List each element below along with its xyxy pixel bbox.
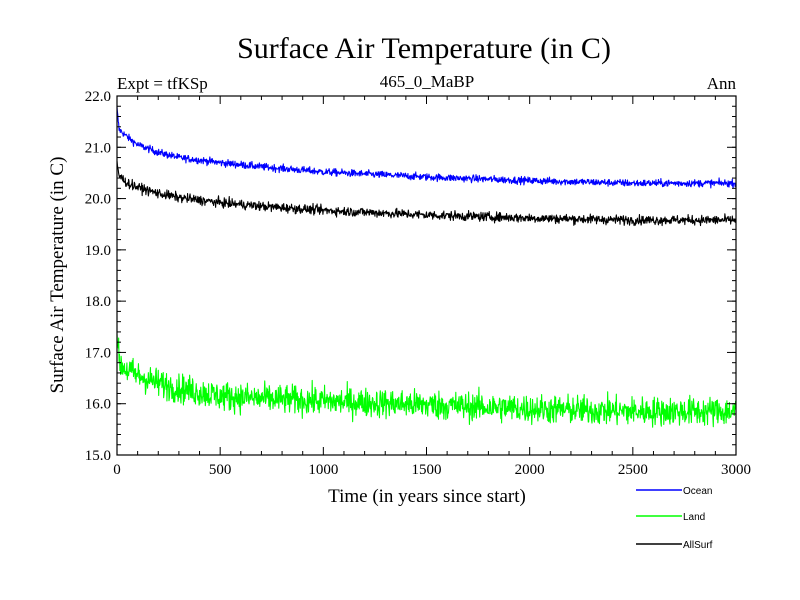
plot-area: 0 500 1000 1500 2000 2500 3000 15.0 16.0 17.0 18.… bbox=[85, 89, 751, 478]
series-line-land bbox=[116, 334, 737, 428]
x-tick-label: 1000 bbox=[308, 462, 338, 478]
y-tick-label: 18.0 bbox=[85, 294, 111, 310]
season-label: Ann bbox=[707, 74, 737, 93]
y-axis-label: Surface Air Temperature (in C) bbox=[47, 157, 68, 394]
y-tick-label: 22.0 bbox=[85, 89, 111, 105]
y-tick-label: 16.0 bbox=[85, 397, 111, 413]
series-line-ocean bbox=[116, 106, 737, 189]
x-axis-ticks: 0 500 1000 1500 2000 2500 3000 bbox=[113, 96, 751, 478]
legend: Ocean Land AllSurf bbox=[636, 486, 713, 551]
x-tick-label: 500 bbox=[209, 462, 232, 478]
period-label: 465_0_MaBP bbox=[380, 72, 474, 91]
legend-label-ocean: Ocean bbox=[683, 486, 712, 497]
y-tick-label: 15.0 bbox=[85, 448, 111, 464]
y-tick-label: 19.0 bbox=[85, 243, 111, 259]
y-tick-label: 17.0 bbox=[85, 345, 111, 361]
x-tick-label: 1500 bbox=[412, 462, 442, 478]
experiment-label: Expt = tfKSp bbox=[117, 74, 208, 93]
series-layer bbox=[116, 106, 737, 428]
chart-title: Surface Air Temperature (in C) bbox=[237, 32, 611, 65]
series-line-allsurf bbox=[116, 160, 737, 227]
y-tick-label: 20.0 bbox=[85, 192, 111, 208]
y-tick-label: 21.0 bbox=[85, 140, 111, 156]
legend-label-land: Land bbox=[683, 512, 705, 523]
x-axis-label: Time (in years since start) bbox=[328, 486, 526, 507]
y-axis-ticks: 15.0 16.0 17.0 18.0 19.0 20.0 21.0 22.0 bbox=[85, 89, 736, 464]
x-tick-label: 3000 bbox=[721, 462, 751, 478]
legend-label-allsurf: AllSurf bbox=[683, 540, 713, 551]
x-tick-label: 2500 bbox=[618, 462, 648, 478]
x-tick-label: 2000 bbox=[515, 462, 545, 478]
x-tick-label: 0 bbox=[113, 462, 121, 478]
